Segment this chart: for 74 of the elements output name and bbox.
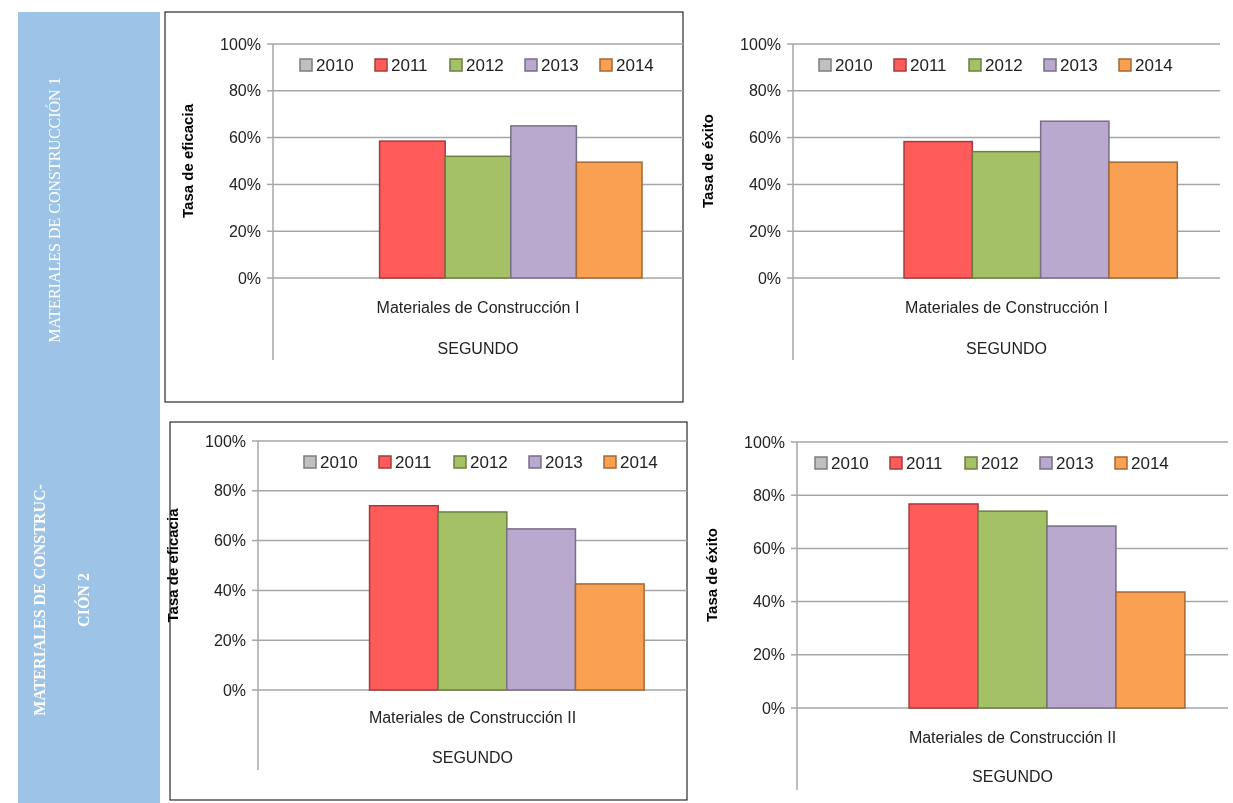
bar — [510, 125, 578, 279]
y-tick-label: 20% — [748, 222, 781, 240]
y-tick-label: 40% — [213, 582, 246, 599]
y-tick-label: 0% — [757, 269, 781, 287]
bar — [574, 583, 645, 691]
y-tick-label: 80% — [213, 482, 246, 500]
y-tick-label: 80% — [752, 486, 785, 504]
x-axis-title: SEGUNDO — [432, 748, 513, 766]
y-tick-label: 80% — [748, 82, 781, 100]
x-tick-label: Materiales de Construcción II — [368, 708, 577, 726]
legend-label: 2013 — [1060, 56, 1098, 75]
bar — [444, 155, 512, 279]
legend-label: 2014 — [616, 56, 654, 75]
legend-label: 2011 — [910, 56, 947, 75]
bar — [1115, 591, 1186, 709]
y-tick-label: 60% — [228, 129, 261, 147]
y-tick-label: 20% — [213, 631, 246, 649]
y-tick-label: 60% — [748, 129, 781, 147]
x-axis-title: SEGUNDO — [437, 339, 519, 357]
y-axis-title: Tasa de éxito — [703, 528, 720, 622]
y-axis-title: Tasa de éxito — [699, 114, 716, 208]
x-tick-label: Materiales de Construcción I — [905, 298, 1108, 316]
legend-label: 2012 — [466, 56, 504, 75]
legend-label: 2011 — [395, 453, 432, 472]
legend-label: 2014 — [1135, 56, 1173, 75]
y-tick-label: 20% — [752, 646, 785, 664]
bar — [903, 140, 974, 279]
y-tick-label: 60% — [752, 540, 785, 557]
legend-label: 2013 — [541, 56, 579, 75]
legend-label: 2013 — [545, 453, 583, 472]
y-tick-label: 100% — [744, 433, 785, 451]
y-tick-label: 100% — [220, 35, 261, 53]
x-axis-title: SEGUNDO — [972, 767, 1053, 785]
legend-label: 2011 — [391, 56, 428, 75]
legend-label: 2012 — [470, 453, 508, 472]
bar — [1108, 161, 1179, 279]
bar — [1039, 120, 1110, 279]
bar — [1046, 525, 1117, 709]
y-tick-label: 40% — [752, 593, 785, 611]
x-tick-label: Materiales de Construcción I — [376, 298, 580, 316]
legend-label: 2010 — [316, 56, 354, 75]
text: MATERIALES DE CONSTRUC-CIÓN 2 — [31, 484, 92, 716]
y-axis-title: Tasa de eficacia — [179, 103, 196, 218]
y-tick-label: 20% — [228, 222, 261, 240]
y-tick-label: 60% — [213, 532, 246, 550]
x-tick-label: Materiales de Construcción II — [908, 728, 1117, 746]
legend-label: 2013 — [1056, 454, 1094, 473]
x-axis-title: SEGUNDO — [966, 339, 1047, 357]
legend-label: 2014 — [620, 453, 658, 472]
legend-label: 2010 — [831, 454, 869, 473]
y-axis-title: Tasa de eficacia — [164, 507, 181, 623]
y-tick-label: 100% — [740, 35, 781, 53]
y-tick-label: 100% — [205, 432, 246, 450]
y-tick-label: 40% — [748, 176, 781, 193]
legend-label: 2011 — [906, 454, 943, 473]
bar — [575, 161, 643, 279]
bar — [908, 503, 979, 709]
y-tick-label: 80% — [228, 82, 261, 100]
bar — [971, 150, 1042, 279]
bar — [977, 510, 1048, 709]
y-tick-label: 0% — [237, 269, 261, 287]
bar — [368, 504, 439, 691]
y-tick-label: 0% — [761, 699, 785, 717]
text: MATERIALES DE CONSTRUCCIÓN 1 — [45, 77, 63, 343]
legend-label: 2014 — [1131, 454, 1169, 473]
bar — [378, 140, 446, 279]
bar — [437, 511, 508, 691]
legend-label: 2010 — [835, 56, 873, 75]
y-tick-label: 40% — [228, 176, 261, 193]
legend-label: 2012 — [981, 454, 1019, 473]
legend-label: 2012 — [985, 56, 1023, 75]
y-tick-label: 0% — [222, 681, 246, 699]
legend-label: 2010 — [320, 453, 358, 472]
bar — [506, 528, 577, 691]
